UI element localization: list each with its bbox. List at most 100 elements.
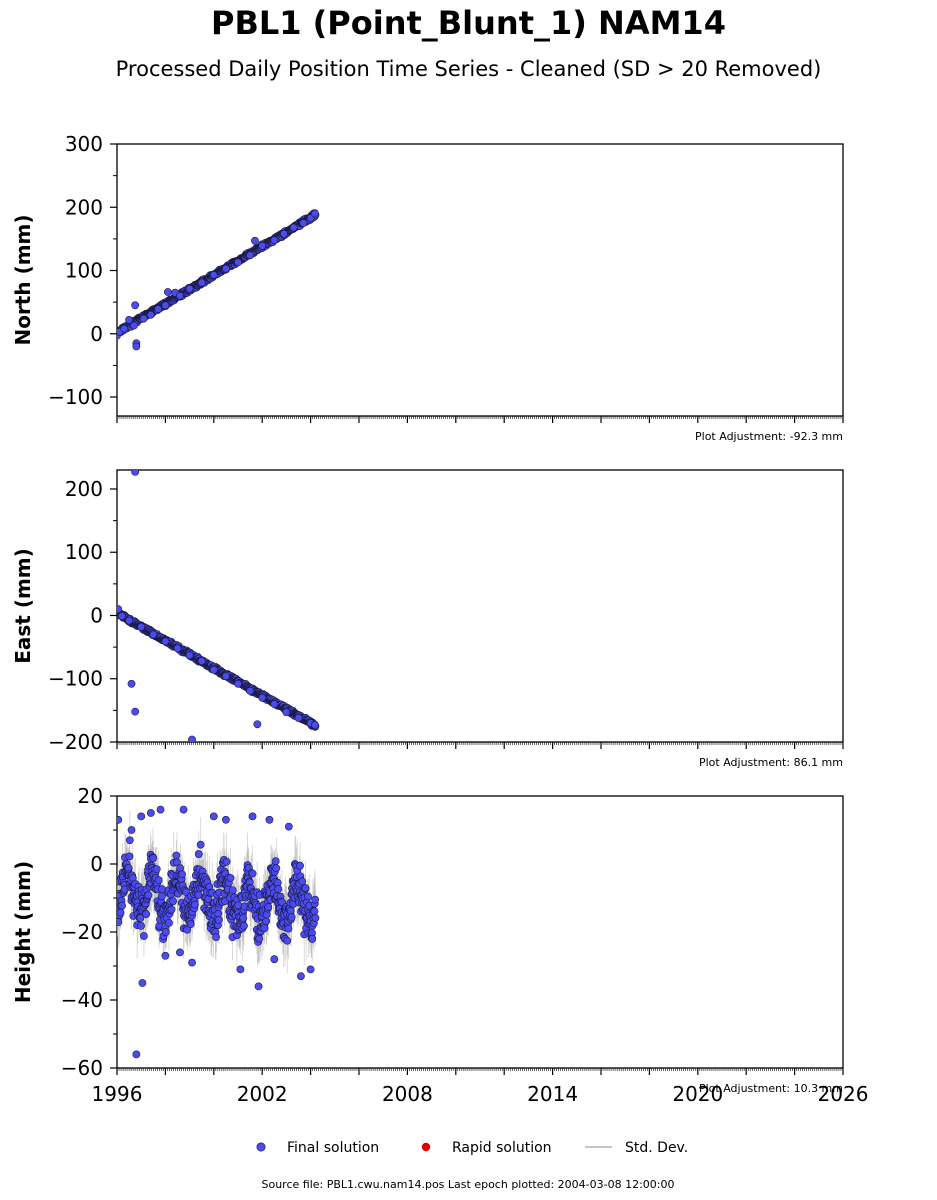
- height-data-point: [212, 933, 220, 942]
- height-data-point: [296, 861, 304, 870]
- east-ytick-label: 100: [65, 540, 103, 564]
- north-data-point: [139, 314, 148, 323]
- height-data-point: [196, 840, 205, 849]
- height-data-point: [270, 955, 279, 964]
- north-data-point: [299, 219, 308, 227]
- east-data-point: [246, 686, 254, 695]
- height-data-point: [274, 885, 283, 893]
- height-data-point: [178, 870, 186, 879]
- height-data-point: [154, 876, 163, 885]
- height-data: [117, 805, 320, 1059]
- east-data-point: [137, 622, 146, 631]
- height-data-point: [262, 917, 270, 926]
- north-data-point: [130, 321, 138, 330]
- height-data-point: [137, 812, 146, 821]
- height-data-point: [297, 972, 305, 981]
- height-data-point: [221, 815, 230, 824]
- height-data-point: [283, 936, 292, 945]
- east-ytick-label: 200: [65, 477, 103, 501]
- height-data-point: [140, 932, 148, 940]
- height-data-point: [260, 924, 269, 933]
- north-data-point: [289, 223, 298, 232]
- east-data-point: [161, 637, 170, 646]
- north-data-point: [234, 258, 242, 267]
- east-ylabel: East (mm): [11, 548, 35, 664]
- east-ytick-label: −200: [48, 730, 103, 754]
- height-data-point: [311, 913, 320, 922]
- legend-final-label: Final solution: [287, 1140, 379, 1156]
- xtick-label: 2008: [382, 1082, 433, 1106]
- chart-title: PBL1 (Point_Blunt_1) NAM14: [211, 4, 726, 42]
- height-panel: −60 −40 −20 0 20 1996 2002 2008 2014 2020 2026 Heig…: [11, 784, 868, 1106]
- north-data-point: [197, 278, 206, 287]
- height-data-point: [209, 812, 218, 821]
- height-data-point: [132, 1050, 141, 1059]
- north-plot-frame: [116, 143, 844, 417]
- east-data-point: [131, 707, 140, 716]
- east-data-point: [197, 657, 206, 665]
- height-data-point: [215, 916, 223, 924]
- east-data-point: [117, 605, 123, 614]
- xtick-label: 2026: [818, 1082, 869, 1106]
- height-data-point: [186, 920, 195, 929]
- east-data-point: [173, 644, 182, 653]
- east-data-point: [282, 708, 291, 717]
- height-data-point: [311, 895, 320, 904]
- height-data-point: [161, 951, 170, 960]
- north-data-point: [270, 236, 279, 245]
- east-data-point: [149, 630, 158, 639]
- xtick-label: 2014: [527, 1082, 578, 1106]
- north-data: [117, 209, 320, 351]
- north-ytick-label: 0: [90, 322, 103, 346]
- height-data-point: [222, 857, 231, 866]
- north-data-point: [209, 271, 218, 279]
- height-data-point: [165, 918, 173, 927]
- height-data-point: [152, 865, 161, 874]
- north-ytick-label: 300: [65, 132, 103, 156]
- height-data-point: [161, 928, 170, 936]
- east-data-point: [234, 679, 242, 688]
- height-data-point: [173, 858, 181, 867]
- height-data-point: [310, 907, 319, 916]
- north-panel: −100 0 100 200 300 North (mm) Plot Adjustment:…: [11, 132, 844, 443]
- height-data-point: [236, 965, 245, 974]
- north-plot-adjustment: Plot Adjustment: -92.3 mm: [695, 430, 843, 443]
- height-data-point: [239, 914, 248, 922]
- east-panel: −200 −100 0 100 200 East (mm) Plot Adjustment:…: [11, 469, 844, 769]
- height-data-point: [298, 877, 307, 886]
- height-ytick-label: −60: [61, 1056, 103, 1080]
- height-data-point: [306, 965, 315, 974]
- north-ytick-label: −100: [48, 385, 103, 409]
- north-data-point: [120, 324, 129, 333]
- height-data-point: [156, 805, 165, 814]
- height-data-point: [125, 852, 134, 861]
- height-data-point: [117, 918, 123, 926]
- north-data-point: [251, 236, 259, 245]
- east-plot-frame: [116, 469, 844, 743]
- north-data-point: [161, 301, 170, 310]
- east-data-point: [258, 693, 267, 702]
- height-data-point: [255, 934, 264, 943]
- height-data-point: [194, 850, 203, 858]
- height-ytick-label: −20: [61, 920, 103, 944]
- height-data-point: [188, 958, 196, 967]
- height-data-point: [127, 826, 136, 834]
- height-data-point: [142, 910, 151, 918]
- height-data-point: [308, 934, 317, 943]
- north-data-point: [125, 315, 134, 324]
- height-data-point: [264, 903, 273, 911]
- height-plot-frame: [116, 795, 844, 1069]
- north-data-point: [132, 342, 141, 351]
- east-ytick-label: 0: [90, 603, 103, 627]
- north-data-point: [280, 229, 288, 238]
- height-ylabel: Height (mm): [11, 861, 35, 1003]
- north-data-point: [185, 284, 194, 293]
- height-plot-adjustment: Plot Adjustment: 10.3 mm: [699, 1082, 843, 1095]
- height-data-point: [117, 908, 125, 917]
- height-data-point: [248, 869, 257, 878]
- east-data-point: [131, 470, 140, 476]
- height-data-point: [191, 900, 199, 909]
- north-data-point: [176, 291, 184, 300]
- height-data-point: [169, 897, 178, 906]
